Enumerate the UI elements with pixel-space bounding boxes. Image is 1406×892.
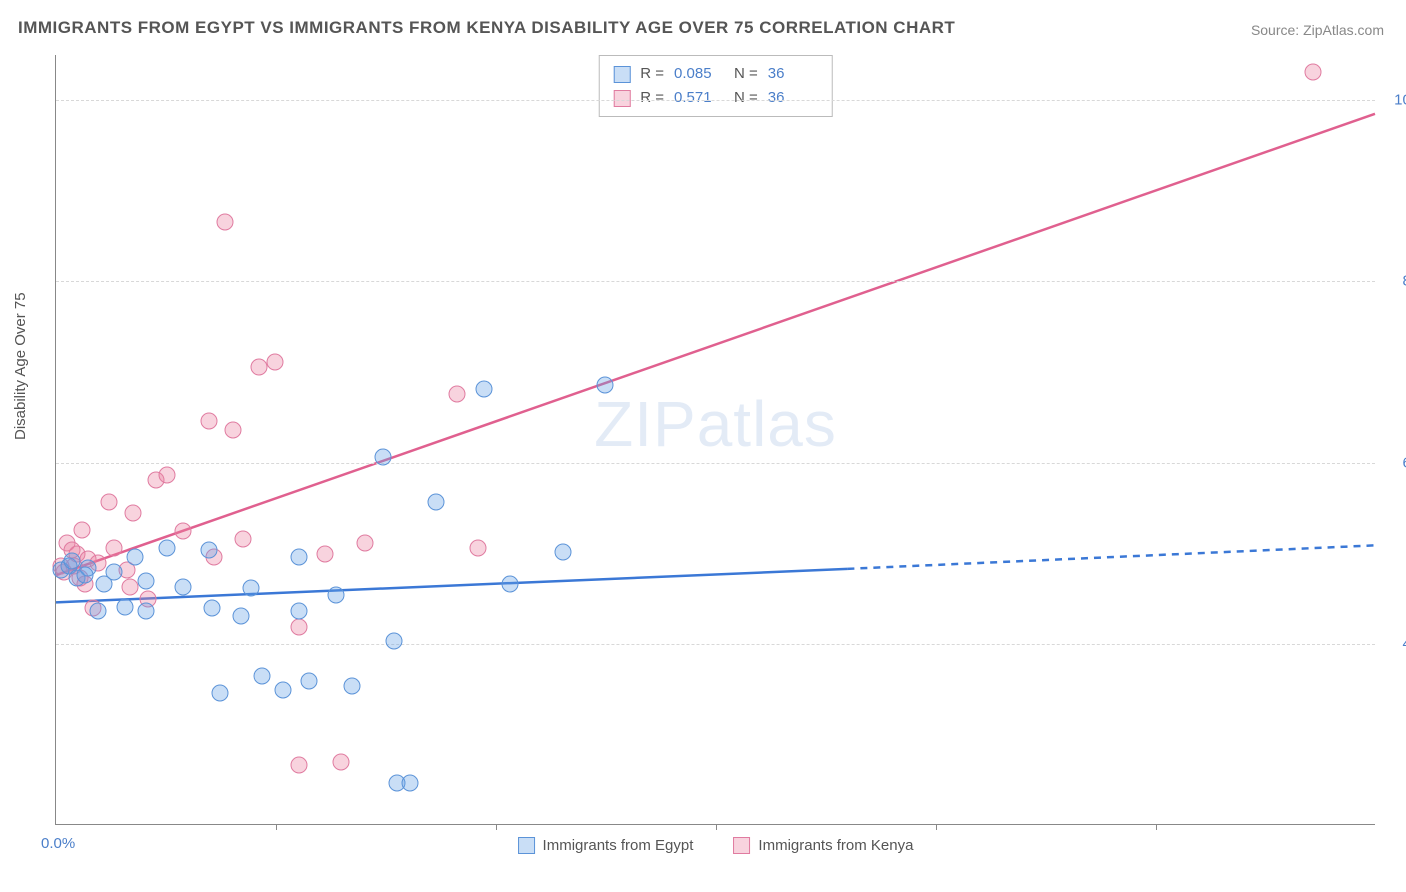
swatch-series1-bottom — [518, 837, 535, 854]
point-series1 — [243, 580, 260, 597]
point-series1 — [301, 672, 318, 689]
point-series2 — [121, 578, 138, 595]
point-series1 — [428, 494, 445, 511]
point-series1 — [106, 564, 123, 581]
point-series2 — [290, 757, 307, 774]
point-series1 — [597, 376, 614, 393]
point-series1 — [127, 548, 144, 565]
point-series2 — [158, 467, 175, 484]
point-series1 — [232, 607, 249, 624]
y-tick-label: 40.0% — [1385, 635, 1406, 652]
x-tick-0: 0.0% — [41, 835, 75, 852]
point-series2 — [267, 354, 284, 371]
point-series1 — [375, 449, 392, 466]
x-tick — [936, 824, 937, 830]
plot-area: ZIPatlas R = 0.085 N = 36 R = 0.571 N = … — [55, 55, 1375, 825]
chart-container: IMMIGRANTS FROM EGYPT VS IMMIGRANTS FROM… — [0, 0, 1406, 892]
swatch-series1 — [613, 66, 630, 83]
point-series2 — [251, 358, 268, 375]
y-tick-label: 100.0% — [1385, 92, 1406, 109]
point-series1 — [90, 603, 107, 620]
x-tick — [276, 824, 277, 830]
point-series2 — [174, 523, 191, 540]
point-series1 — [137, 573, 154, 590]
x-tick — [496, 824, 497, 830]
point-series2 — [106, 539, 123, 556]
point-series2 — [74, 521, 91, 538]
point-series1 — [502, 575, 519, 592]
point-series2 — [356, 535, 373, 552]
point-series1 — [211, 684, 228, 701]
y-tick-label: 80.0% — [1385, 273, 1406, 290]
point-series1 — [253, 668, 270, 685]
swatch-series2 — [613, 90, 630, 107]
point-series2 — [470, 539, 487, 556]
legend-item-series2: Immigrants from Kenya — [733, 837, 913, 854]
y-tick-label: 60.0% — [1385, 454, 1406, 471]
point-series2 — [235, 530, 252, 547]
point-series2 — [333, 754, 350, 771]
source-attribution: Source: ZipAtlas.com — [1251, 22, 1384, 38]
point-series1 — [385, 633, 402, 650]
point-series2 — [201, 412, 218, 429]
gridline-h — [56, 281, 1375, 282]
point-series1 — [203, 600, 220, 617]
point-series1 — [290, 548, 307, 565]
x-tick-1: 25.0% — [1390, 835, 1406, 852]
trendlines-svg — [56, 55, 1375, 824]
point-series1 — [116, 598, 133, 615]
point-series1 — [158, 539, 175, 556]
stats-row-series1: R = 0.085 N = 36 — [613, 62, 818, 86]
stats-legend: R = 0.085 N = 36 R = 0.571 N = 36 — [598, 55, 833, 117]
point-series1 — [137, 603, 154, 620]
point-series1 — [77, 566, 94, 583]
point-series2 — [216, 213, 233, 230]
point-series2 — [317, 546, 334, 563]
point-series1 — [63, 553, 80, 570]
gridline-h — [56, 644, 1375, 645]
y-axis-label: Disability Age Over 75 — [12, 292, 29, 440]
point-series2 — [100, 494, 117, 511]
legend-item-series1: Immigrants from Egypt — [518, 837, 694, 854]
point-series2 — [449, 385, 466, 402]
point-series1 — [174, 578, 191, 595]
x-tick — [1156, 824, 1157, 830]
point-series2 — [124, 505, 141, 522]
point-series1 — [401, 775, 418, 792]
point-series2 — [290, 618, 307, 635]
point-series1 — [475, 381, 492, 398]
point-series1 — [275, 681, 292, 698]
stats-row-series2: R = 0.571 N = 36 — [613, 86, 818, 110]
bottom-legend: Immigrants from Egypt Immigrants from Ke… — [518, 837, 914, 854]
chart-title: IMMIGRANTS FROM EGYPT VS IMMIGRANTS FROM… — [18, 18, 955, 38]
point-series1 — [290, 603, 307, 620]
x-tick — [716, 824, 717, 830]
point-series1 — [343, 678, 360, 695]
gridline-h — [56, 463, 1375, 464]
point-series2 — [224, 421, 241, 438]
point-series1 — [554, 544, 571, 561]
point-series1 — [201, 541, 218, 558]
gridline-h — [56, 100, 1375, 101]
point-series1 — [327, 586, 344, 603]
swatch-series2-bottom — [733, 837, 750, 854]
point-series2 — [1304, 64, 1321, 81]
